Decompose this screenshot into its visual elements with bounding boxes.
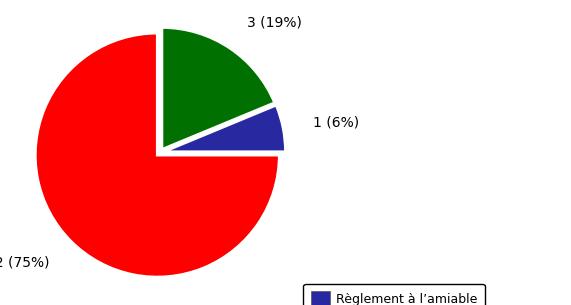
- Wedge shape: [163, 105, 286, 152]
- Wedge shape: [162, 27, 275, 149]
- Wedge shape: [35, 33, 279, 277]
- Text: 12 (75%): 12 (75%): [0, 256, 50, 270]
- Text: 1 (6%): 1 (6%): [313, 115, 359, 129]
- Text: 3 (19%): 3 (19%): [247, 16, 301, 30]
- Legend: Règlement à l’amiable, Rapport final, Clôture: Règlement à l’amiable, Rapport final, Cl…: [303, 284, 485, 305]
